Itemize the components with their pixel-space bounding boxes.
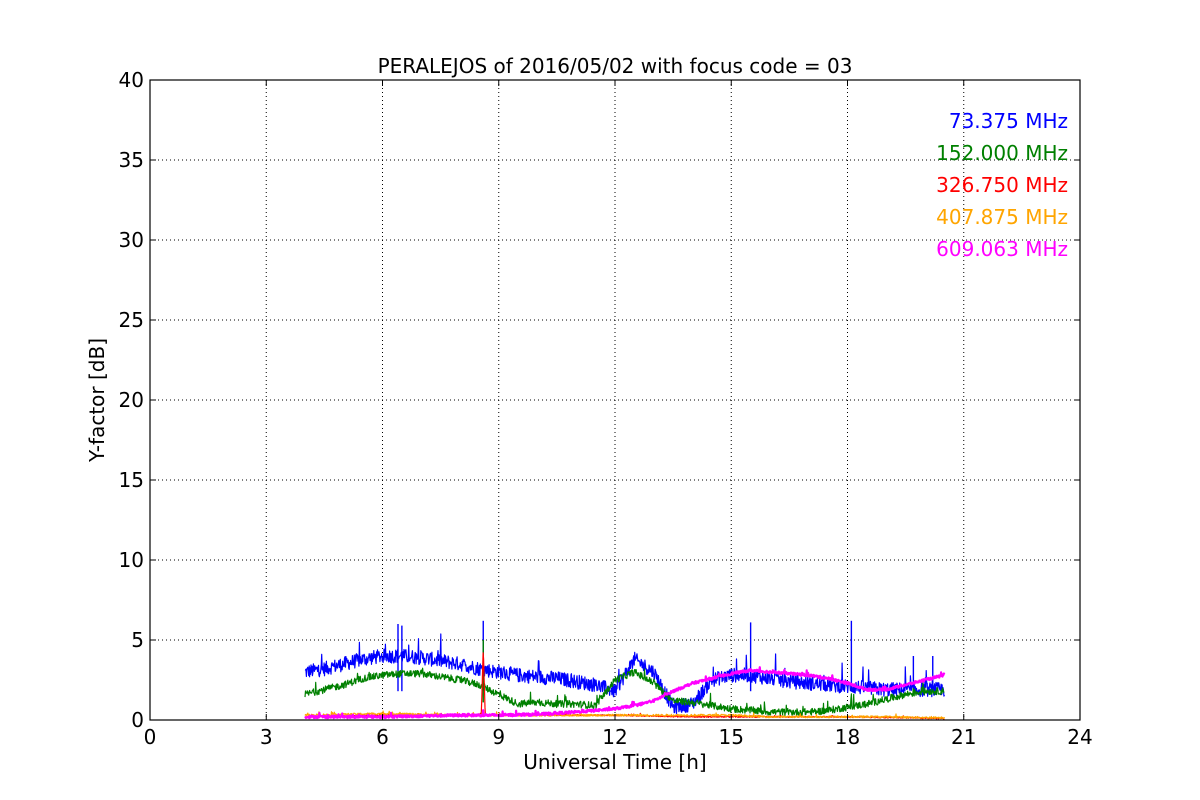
x-tick-label: 21 xyxy=(951,725,976,749)
y-tick-label: 30 xyxy=(119,228,144,252)
series-line xyxy=(304,667,945,717)
legend-entry: 326.750 MHz xyxy=(936,173,1068,197)
y-tick-label: 15 xyxy=(119,468,144,492)
y-tick-label: 35 xyxy=(119,148,144,172)
x-tick-label: 15 xyxy=(719,725,744,749)
y-tick-label: 5 xyxy=(131,628,144,652)
legend-entry: 152.000 MHz xyxy=(936,141,1068,165)
legend-entry: 407.875 MHz xyxy=(936,205,1068,229)
grid-lines xyxy=(150,80,1080,720)
y-tick-label: 25 xyxy=(119,308,144,332)
x-tick-label: 6 xyxy=(376,725,389,749)
y-tick-label: 0 xyxy=(131,708,144,732)
series-line xyxy=(304,666,946,720)
y-axis-label: Y-factor [dB] xyxy=(85,338,109,463)
y-tick-label: 10 xyxy=(119,548,144,572)
legend-entry: 609.063 MHz xyxy=(936,237,1068,261)
legend: 73.375 MHz 152.000 MHz 326.750 MHz 407.875 … xyxy=(936,109,1068,261)
x-tick-label: 3 xyxy=(260,725,273,749)
series-lines xyxy=(304,620,946,720)
legend-entry: 73.375 MHz xyxy=(949,109,1068,133)
x-tick-label: 12 xyxy=(602,725,627,749)
x-tick-label: 24 xyxy=(1067,725,1092,749)
x-tick-label: 18 xyxy=(835,725,860,749)
x-tick-label: 0 xyxy=(144,725,157,749)
axis-ticks: 0 3 6 9 12 15 18 21 24 0 5 10 15 20 25 30 35 40 xyxy=(119,68,1093,749)
y-tick-label: 40 xyxy=(119,68,144,92)
x-tick-label: 9 xyxy=(492,725,505,749)
y-tick-label: 20 xyxy=(119,388,144,412)
x-axis-label: Universal Time [h] xyxy=(523,750,706,774)
chart-title: PERALEJOS of 2016/05/02 with focus code … xyxy=(378,54,853,78)
